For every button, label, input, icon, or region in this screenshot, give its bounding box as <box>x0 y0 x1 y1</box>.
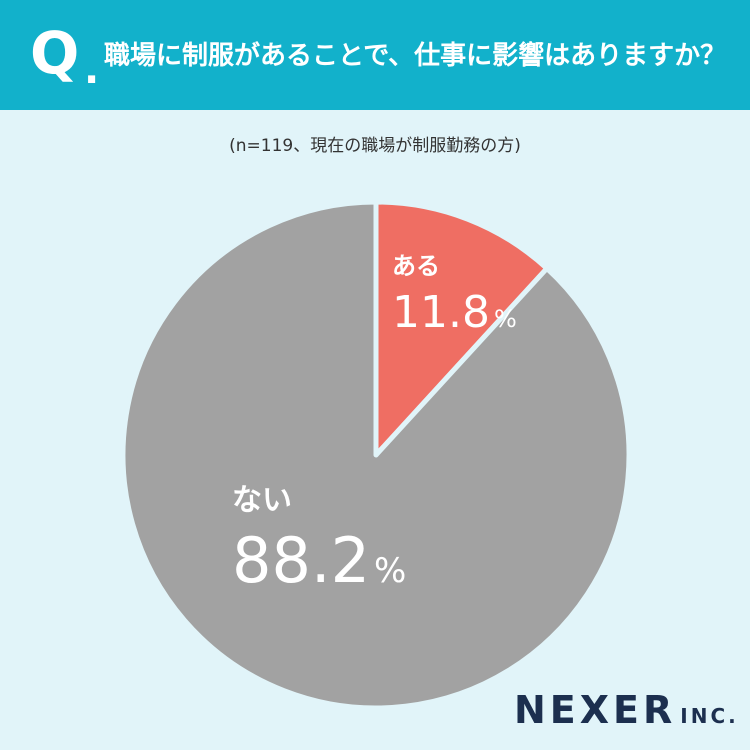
question-mark-dot: . <box>84 47 100 93</box>
question-mark-q: Q <box>30 19 80 87</box>
question-text: 職場に制服があることで、仕事に影響はありますか？ <box>104 41 727 71</box>
pie-slice-nai <box>120 199 632 711</box>
sample-note: (n=119、現在の職場が制服勤務の方) <box>229 136 521 156</box>
slice-label-nai: ない <box>232 483 292 518</box>
slice-value-nai: 88.2% <box>232 524 406 597</box>
slice-label-aru: ある <box>392 252 440 280</box>
header-banner: Q . 職場に制服があることで、仕事に影響はありますか？ <box>0 0 750 110</box>
logo-main-text: NEXER <box>514 688 677 732</box>
company-logo: NEXER INC. <box>514 688 739 732</box>
pie-slice-aru <box>373 199 550 458</box>
slice-value-aru: 11.8% <box>392 287 517 338</box>
logo-sub-text: INC. <box>680 704 739 728</box>
